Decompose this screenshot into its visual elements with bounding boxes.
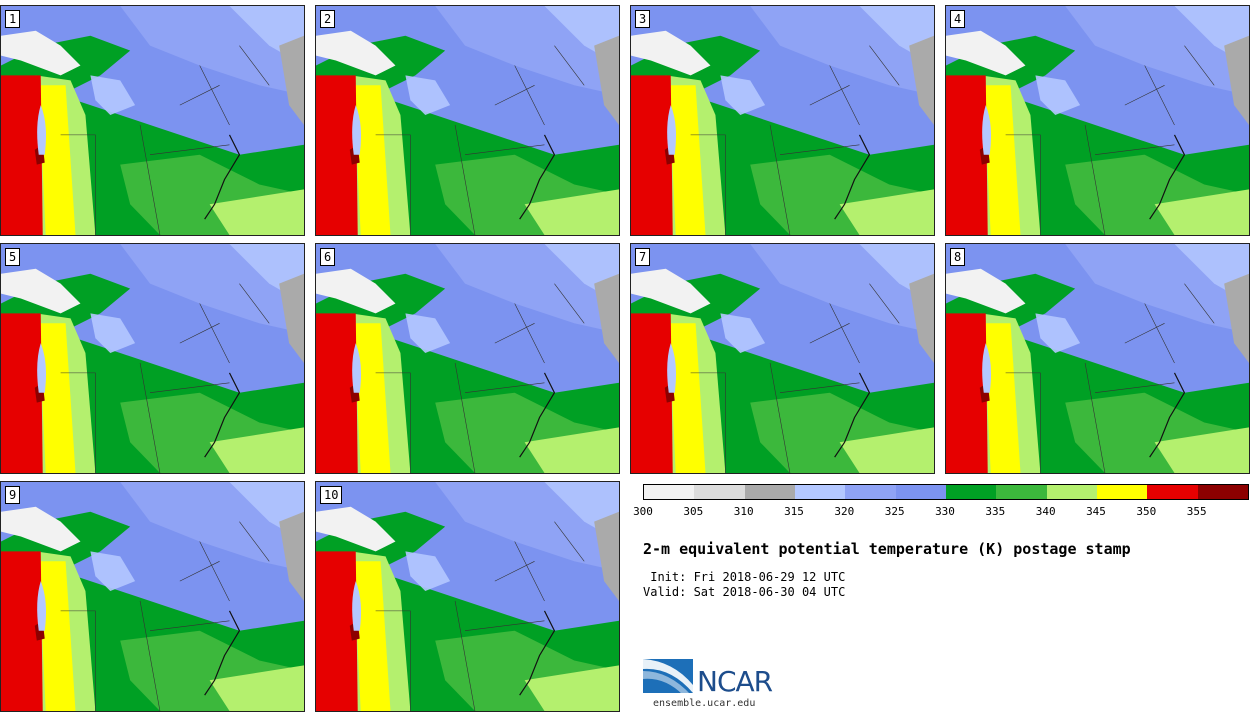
member-label: 1 — [5, 10, 21, 28]
member-panel-5: 5 — [0, 243, 305, 474]
member-panel-6: 6 — [315, 243, 620, 474]
colorbar-segment — [1046, 485, 1097, 499]
colorbar-tick-label: 310 — [733, 505, 754, 518]
colorbar-tick-label: 345 — [1086, 505, 1106, 518]
colorbar-segment — [945, 485, 997, 499]
colorbar-tick-label: 325 — [884, 505, 905, 518]
member-label: 4 — [950, 10, 966, 28]
colorbar-tick-label: 355 — [1186, 505, 1207, 518]
colorbar-tick-label: 330 — [935, 505, 955, 518]
ncar-logo-icon — [643, 659, 693, 695]
colorbar-segment — [1147, 485, 1198, 499]
colorbar-segment — [1096, 485, 1148, 499]
site-url: ensemble.ucar.edu — [653, 698, 756, 709]
colorbar-segment — [996, 485, 1047, 499]
colorbar-segment — [895, 485, 946, 499]
colorbar-tick-label: 350 — [1136, 505, 1157, 518]
colorbar-segment — [845, 485, 896, 499]
colorbar-segment — [694, 485, 745, 499]
member-panel-8: 8 — [945, 243, 1250, 474]
valid-time: Valid: Sat 2018-06-30 04 UTC — [643, 585, 846, 599]
colorbar-segment — [1197, 485, 1248, 499]
member-label: 7 — [635, 248, 651, 266]
member-panel-7: 7 — [630, 243, 935, 474]
colorbar-tick-label: 340 — [1035, 505, 1056, 518]
colorbar-segment — [644, 485, 695, 499]
figure-title: 2-m equivalent potential temperature (K)… — [643, 540, 1131, 558]
member-label: 2 — [320, 10, 336, 28]
member-label: 6 — [320, 248, 336, 266]
colorbar-segment — [794, 485, 846, 499]
member-panel-4: 4 — [945, 5, 1250, 236]
member-label: 10 — [320, 486, 343, 504]
colorbar-tick-label: 300 — [633, 505, 653, 518]
member-panel-3: 3 — [630, 5, 935, 236]
colorbar-tick-label: 315 — [784, 505, 804, 518]
member-label: 8 — [950, 248, 966, 266]
member-label: 5 — [5, 248, 21, 266]
colorbar-tick-label: 320 — [834, 505, 855, 518]
colorbar-tick-label: 335 — [985, 505, 1006, 518]
member-label: 3 — [635, 10, 651, 28]
logo-text: NCAR — [697, 665, 773, 698]
member-panel-9: 9 — [0, 481, 305, 712]
member-panel-2: 2 — [315, 5, 620, 236]
member-label: 9 — [5, 486, 21, 504]
colorbar-segment — [744, 485, 795, 499]
member-panel-1: 1 — [0, 5, 305, 236]
member-panel-10: 10 — [315, 481, 620, 712]
init-time: Init: Fri 2018-06-29 12 UTC — [643, 570, 846, 584]
colorbar — [643, 484, 1249, 500]
colorbar-tick-label: 305 — [683, 505, 704, 518]
